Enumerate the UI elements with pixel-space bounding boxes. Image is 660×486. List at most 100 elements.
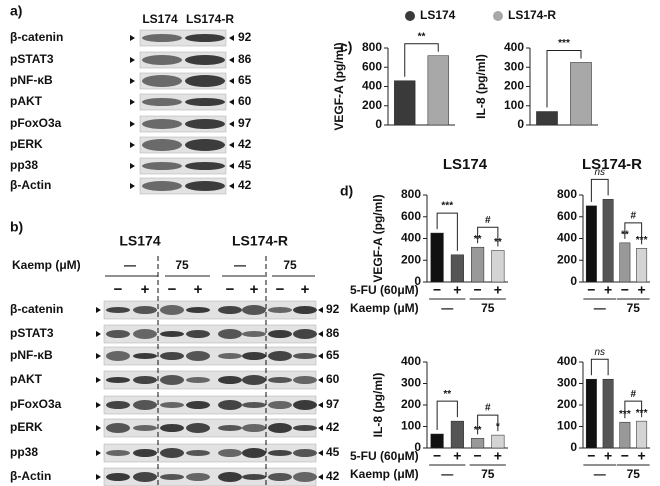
kaemp-dose: 75 bbox=[283, 258, 297, 272]
blot-band bbox=[185, 139, 225, 151]
y-tick-label: 100 bbox=[504, 98, 524, 112]
significance: *** bbox=[441, 201, 453, 212]
arrow bbox=[96, 402, 101, 408]
blot-band bbox=[242, 402, 266, 408]
protein-label: β-catenin bbox=[10, 30, 63, 44]
blot-band bbox=[106, 351, 130, 361]
bar bbox=[450, 254, 464, 283]
bracket bbox=[546, 49, 582, 108]
blot-band bbox=[106, 401, 130, 409]
kda-label: 92 bbox=[326, 302, 340, 316]
arrow bbox=[229, 183, 234, 189]
arrow bbox=[318, 474, 323, 480]
blot-band bbox=[160, 331, 184, 337]
blot-band bbox=[142, 75, 182, 87]
y-tick-label: 200 bbox=[401, 252, 421, 266]
blot-strip bbox=[139, 29, 227, 47]
blot-band bbox=[186, 307, 210, 313]
protein-label: pFoxO3a bbox=[10, 397, 62, 411]
fu-sign: − bbox=[226, 281, 235, 298]
arrow bbox=[96, 307, 101, 313]
kaemp-dose: 75 bbox=[627, 467, 641, 481]
y-axis-label: VEGF-A (pg/ml) bbox=[371, 194, 385, 282]
fu-sign: − bbox=[276, 281, 285, 298]
blot-band bbox=[242, 331, 266, 337]
blot-band bbox=[218, 353, 242, 359]
bracket bbox=[477, 414, 499, 435]
y-tick-label: 400 bbox=[401, 231, 421, 245]
kaemp-label: Kaemp (μM) bbox=[350, 467, 419, 481]
blot-band bbox=[242, 448, 266, 458]
arrow bbox=[229, 57, 234, 63]
blot-band bbox=[133, 449, 157, 457]
fu-sign: + bbox=[141, 281, 150, 298]
blot-band bbox=[142, 139, 182, 151]
kaemp-label: Kaemp (μM) bbox=[12, 258, 81, 272]
bar bbox=[585, 205, 597, 283]
kda-label: 65 bbox=[326, 348, 340, 362]
kaemp-dose: — bbox=[441, 301, 453, 315]
arrow bbox=[96, 377, 101, 383]
significance: ns bbox=[594, 347, 605, 358]
fu-sign: − bbox=[474, 282, 482, 298]
arrow bbox=[318, 307, 323, 313]
kaemp-dose: 75 bbox=[627, 301, 641, 315]
panel-label: d) bbox=[340, 183, 353, 199]
bracket bbox=[477, 226, 499, 247]
arrow bbox=[318, 450, 323, 456]
protein-label: pSTAT3 bbox=[10, 326, 54, 340]
fu-sign: − bbox=[621, 282, 629, 298]
y-tick-label: 0 bbox=[570, 440, 577, 454]
arrow bbox=[318, 377, 323, 383]
blot-band bbox=[133, 376, 157, 384]
blot-band bbox=[160, 352, 184, 360]
blot-band bbox=[186, 473, 210, 481]
blot-band bbox=[160, 424, 184, 432]
blot-band bbox=[293, 425, 317, 431]
bar bbox=[536, 111, 558, 126]
legend-marker bbox=[405, 11, 415, 21]
column-header: LS174-R bbox=[186, 12, 234, 26]
bar bbox=[427, 55, 449, 126]
blot-band bbox=[185, 34, 225, 42]
fu-sign: + bbox=[494, 448, 502, 464]
y-tick-label: 400 bbox=[362, 79, 382, 93]
blot-band bbox=[293, 306, 317, 314]
bracket bbox=[404, 43, 439, 77]
arrow bbox=[229, 99, 234, 105]
y-tick-label: 200 bbox=[504, 79, 524, 93]
significance: # bbox=[630, 389, 636, 400]
arrow bbox=[318, 402, 323, 408]
blot-band bbox=[218, 329, 242, 339]
significance: # bbox=[630, 210, 636, 221]
blot-band bbox=[133, 425, 157, 431]
significance: # bbox=[485, 215, 491, 226]
blot-band bbox=[142, 98, 182, 106]
fu-sign: + bbox=[453, 282, 461, 298]
kda-label: 86 bbox=[238, 52, 252, 66]
kda-label: 97 bbox=[238, 116, 252, 130]
significance: # bbox=[485, 403, 491, 414]
kda-label: 42 bbox=[238, 178, 252, 192]
arrow bbox=[229, 163, 234, 169]
blot-band bbox=[142, 119, 182, 129]
kaemp-dose: — bbox=[441, 467, 453, 481]
y-tick-label: 400 bbox=[557, 231, 577, 245]
y-tick-label: 0 bbox=[517, 117, 524, 131]
blot-band bbox=[293, 400, 317, 410]
y-tick-label: 200 bbox=[557, 252, 577, 266]
blot-band bbox=[218, 425, 242, 431]
y-tick-label: 0 bbox=[414, 274, 421, 288]
blot-band bbox=[218, 449, 242, 457]
blot-band bbox=[160, 402, 184, 408]
blot-band bbox=[186, 450, 210, 456]
blot-band bbox=[293, 376, 317, 384]
blot-band bbox=[268, 307, 292, 313]
fu-sign: − bbox=[433, 282, 441, 298]
legend-label: LS174 bbox=[420, 8, 456, 22]
arrow bbox=[96, 425, 101, 431]
arrow bbox=[229, 35, 234, 41]
blot-band bbox=[133, 306, 157, 314]
blot-band bbox=[133, 353, 157, 359]
